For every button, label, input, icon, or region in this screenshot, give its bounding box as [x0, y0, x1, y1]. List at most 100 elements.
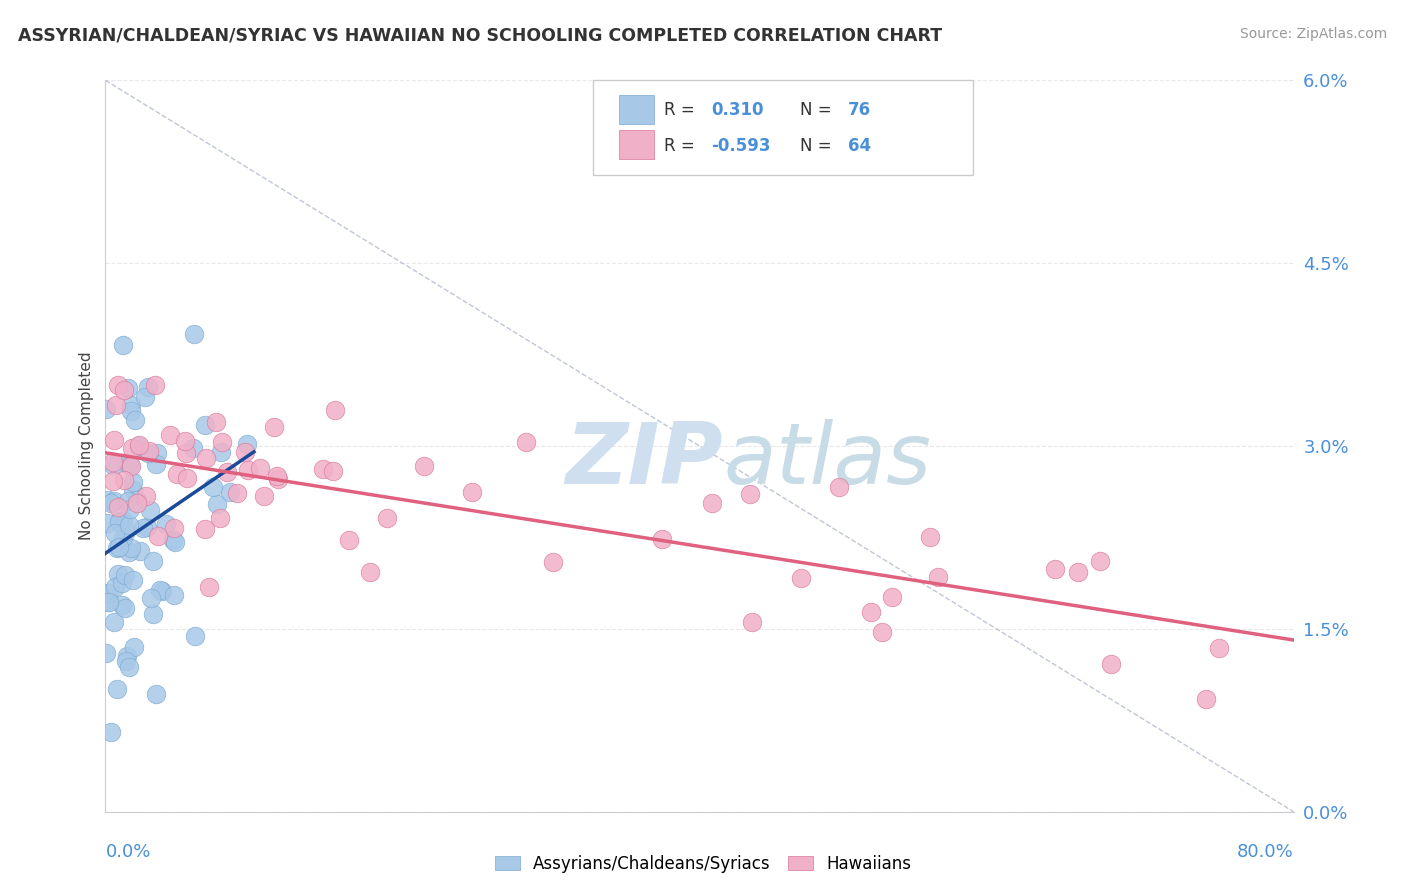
Point	[790, 571, 813, 585]
Point	[120, 403, 142, 417]
Point	[183, 326, 205, 341]
Point	[128, 437, 150, 451]
Point	[219, 485, 242, 500]
Point	[136, 445, 159, 459]
Text: 64: 64	[848, 137, 872, 155]
Point	[541, 555, 564, 569]
Point	[100, 725, 122, 739]
Text: R =: R =	[664, 137, 700, 155]
Point	[122, 573, 145, 587]
Point	[138, 444, 160, 458]
Point	[166, 467, 188, 481]
Point	[163, 521, 186, 535]
Point	[146, 529, 169, 543]
Point	[114, 568, 136, 582]
Point	[143, 378, 166, 392]
Point	[266, 472, 288, 486]
Point	[651, 532, 673, 546]
Point	[141, 591, 163, 605]
Point	[920, 530, 942, 544]
Point	[159, 428, 181, 442]
Point	[117, 494, 139, 508]
Point	[111, 530, 134, 544]
Point	[359, 565, 381, 579]
Point	[128, 439, 150, 453]
Point	[120, 398, 142, 412]
Point	[263, 420, 285, 434]
Point	[162, 533, 184, 548]
Point	[96, 516, 118, 530]
Bar	[619, 95, 654, 124]
Point	[112, 384, 135, 398]
Point	[183, 629, 205, 643]
Point	[118, 518, 141, 533]
Point	[111, 337, 134, 351]
Point	[107, 681, 129, 696]
Point	[145, 457, 167, 471]
Point	[150, 583, 173, 598]
Point	[111, 576, 134, 591]
Point	[97, 595, 120, 609]
Text: N =: N =	[800, 101, 838, 119]
Point	[117, 381, 139, 395]
Point	[1195, 691, 1218, 706]
Text: Source: ZipAtlas.com: Source: ZipAtlas.com	[1240, 27, 1388, 41]
Point	[117, 457, 139, 471]
Point	[741, 615, 763, 630]
Point	[112, 513, 135, 527]
Point	[96, 402, 118, 417]
Bar	[619, 130, 654, 160]
Point	[101, 455, 124, 469]
Point	[128, 544, 150, 558]
Point	[105, 541, 128, 555]
Point	[124, 412, 146, 426]
Point	[121, 442, 143, 456]
Point	[103, 615, 125, 630]
Point	[149, 583, 172, 598]
Text: ASSYRIAN/CHALDEAN/SYRIAC VS HAWAIIAN NO SCHOOLING COMPLETED CORRELATION CHART: ASSYRIAN/CHALDEAN/SYRIAC VS HAWAIIAN NO …	[18, 27, 942, 45]
Point	[205, 497, 228, 511]
Point	[209, 445, 232, 459]
Point	[107, 378, 129, 392]
Point	[859, 605, 882, 619]
Point	[1066, 566, 1088, 580]
Point	[215, 465, 238, 479]
Point	[138, 503, 160, 517]
Point	[134, 390, 156, 404]
Point	[165, 535, 187, 549]
Point	[136, 380, 159, 394]
Point	[117, 660, 139, 674]
Point	[135, 520, 157, 534]
Point	[118, 458, 141, 472]
Point	[122, 640, 145, 654]
Point	[100, 496, 122, 510]
Point	[103, 493, 125, 508]
Point	[1099, 657, 1122, 672]
Point	[226, 486, 249, 500]
Point	[122, 483, 145, 497]
Point	[266, 468, 288, 483]
Point	[211, 434, 233, 449]
Point	[115, 524, 138, 538]
Point	[104, 580, 127, 594]
Point	[233, 445, 256, 459]
Point	[253, 489, 276, 503]
Point	[96, 647, 118, 661]
Point	[870, 624, 893, 639]
Point	[114, 654, 136, 668]
Text: N =: N =	[800, 137, 838, 155]
Point	[1208, 640, 1230, 655]
Point	[195, 451, 218, 466]
Point	[120, 458, 142, 473]
FancyBboxPatch shape	[592, 80, 973, 176]
Point	[176, 445, 198, 459]
Point	[146, 445, 169, 459]
Point	[145, 687, 167, 701]
Point	[238, 463, 260, 477]
Point	[236, 437, 259, 451]
Point	[115, 648, 138, 663]
Point	[1043, 562, 1066, 576]
Point	[173, 434, 195, 448]
Text: 0.0%: 0.0%	[105, 843, 150, 861]
Point	[882, 591, 904, 605]
